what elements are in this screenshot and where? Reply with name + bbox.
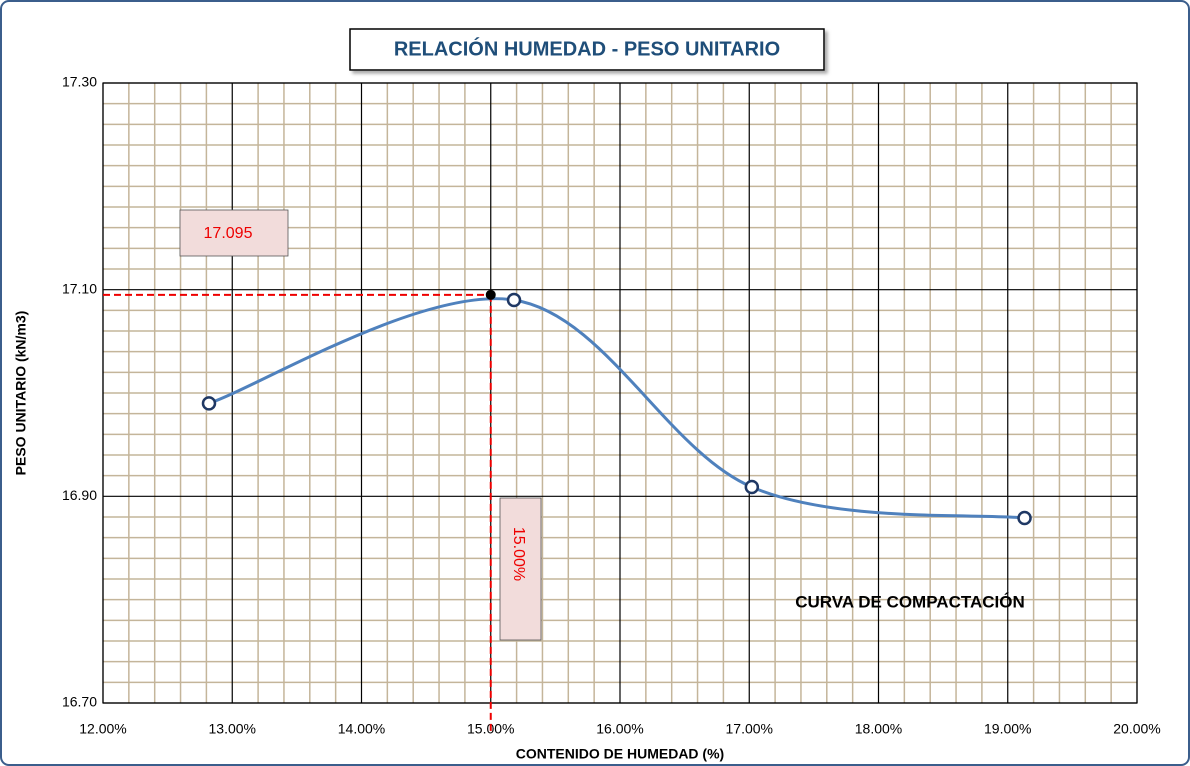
y-annotation-box — [179, 209, 289, 257]
x-annotation: 15.00% — [510, 527, 527, 581]
x-tick-label: 14.00% — [338, 721, 385, 737]
x-tick-label: 16.00% — [596, 721, 643, 737]
y-tick-label: 17.10 — [62, 280, 97, 296]
data-point — [744, 479, 760, 495]
x-axis-label: CONTENIDO DE HUMEDAD (%) — [516, 746, 724, 762]
plot-border — [102, 82, 1138, 704]
y-tick-label: 16.90 — [62, 487, 97, 503]
curve-annotation: CURVA DE COMPACTACIÓN — [795, 592, 1025, 611]
data-point — [1017, 510, 1032, 526]
x-tick-label: 17.00% — [726, 721, 773, 737]
optimum-point — [485, 289, 496, 300]
title-box — [349, 28, 825, 71]
x-tick-label: 20.00% — [1113, 721, 1160, 737]
data-point — [201, 396, 217, 411]
x-annotation-box — [499, 497, 542, 641]
y-annotation: 17.095 — [204, 225, 253, 242]
y-axis-label: PESO UNITARIO (kN/m3) — [13, 311, 29, 476]
grid — [102, 82, 1138, 704]
x-tick-label: 12.00% — [79, 721, 126, 737]
curve — [208, 297, 1025, 520]
y-tick-label: 17.30 — [62, 74, 97, 90]
x-tick-label: 13.00% — [209, 721, 256, 737]
x-tick-label: 19.00% — [984, 721, 1031, 737]
x-tick-label: 18.00% — [855, 721, 902, 737]
y-tick-label: 16.70 — [62, 694, 97, 710]
data-point — [506, 292, 522, 308]
chart-title: RELACIÓN HUMEDAD - PESO UNITARIO — [394, 36, 780, 60]
